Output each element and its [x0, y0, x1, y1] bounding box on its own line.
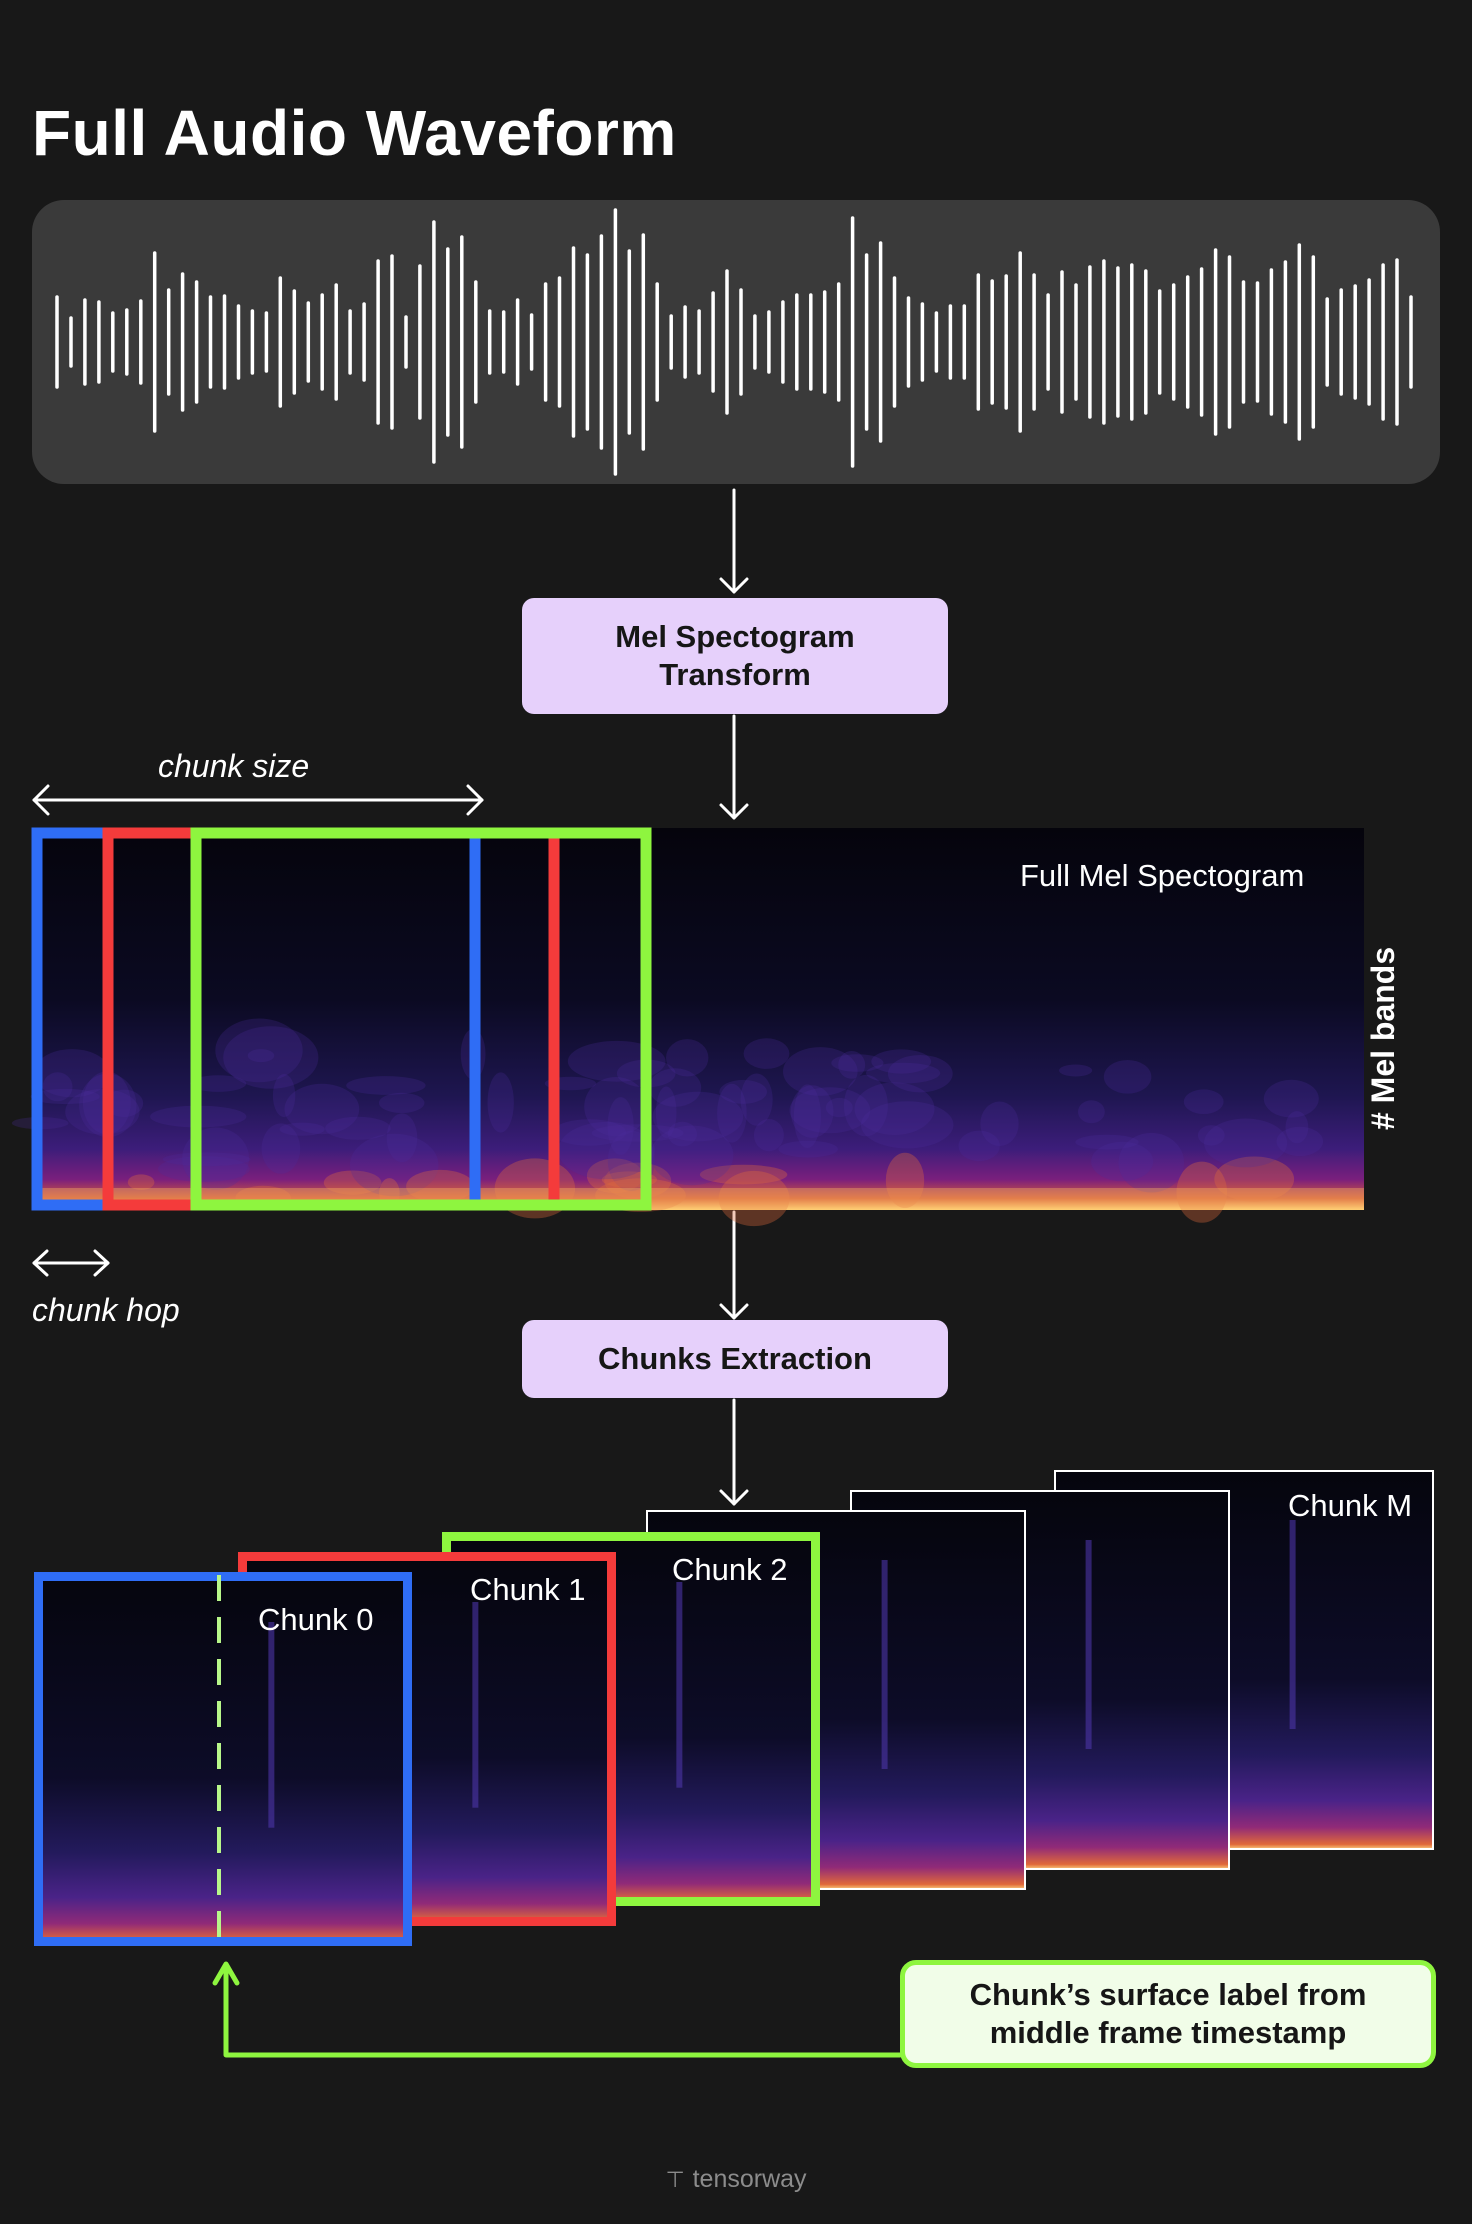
- arrow-down-icon: [719, 714, 749, 820]
- brand-footer: ⊤ tensorway: [0, 2165, 1472, 2194]
- page-title: Full Audio Waveform: [32, 97, 677, 169]
- chunk-hop-label: chunk hop: [32, 1292, 180, 1328]
- mel-transform-line-2: Transform: [659, 657, 811, 692]
- mel-transform-box: Mel Spectogram Transform: [522, 598, 948, 714]
- note-line-1: Chunk’s surface label from: [969, 1977, 1367, 2012]
- mel-transform-line-1: Mel Spectogram: [615, 619, 855, 654]
- chunk-window-2: [190, 827, 652, 1211]
- note-line-2: middle frame timestamp: [989, 2015, 1347, 2050]
- chunk-label-5: Chunk M: [1288, 1488, 1413, 1523]
- arrow-down-icon: [719, 488, 749, 594]
- mel-bands-axis-label: # Mel bands: [1365, 946, 1401, 1130]
- chunk-cards: [34, 1470, 1434, 1946]
- double-arrow-icon: [32, 784, 484, 816]
- chunks-extraction-label: Chunks Extraction: [598, 1341, 872, 1376]
- arrow-down-icon: [719, 1398, 749, 1506]
- brand-name: tensorway: [692, 2165, 807, 2193]
- full-mel-spectrogram: [11, 828, 1364, 1227]
- surface-label-note: Chunk’s surface label from middle frame …: [900, 1960, 1436, 2068]
- arrow-up-icon: [212, 1961, 903, 2058]
- chunk-label-0: Chunk 0: [258, 1602, 374, 1637]
- waveform-bars: [55, 208, 1413, 476]
- chunk-card-0: [34, 1572, 412, 1946]
- arrow-down-icon: [719, 1210, 749, 1320]
- chunk-label-2: Chunk 2: [672, 1552, 788, 1587]
- full-spectrogram-label: Full Mel Spectogram: [1020, 858, 1305, 893]
- chunk-label-1: Chunk 1: [470, 1572, 586, 1607]
- chunks-extraction-box: Chunks Extraction: [522, 1320, 948, 1398]
- tensorway-logo-icon: ⊤: [665, 2167, 685, 2192]
- chunk-windows: [31, 827, 652, 1211]
- chunk-size-label: chunk size: [158, 748, 310, 784]
- double-arrow-icon: [32, 1249, 110, 1277]
